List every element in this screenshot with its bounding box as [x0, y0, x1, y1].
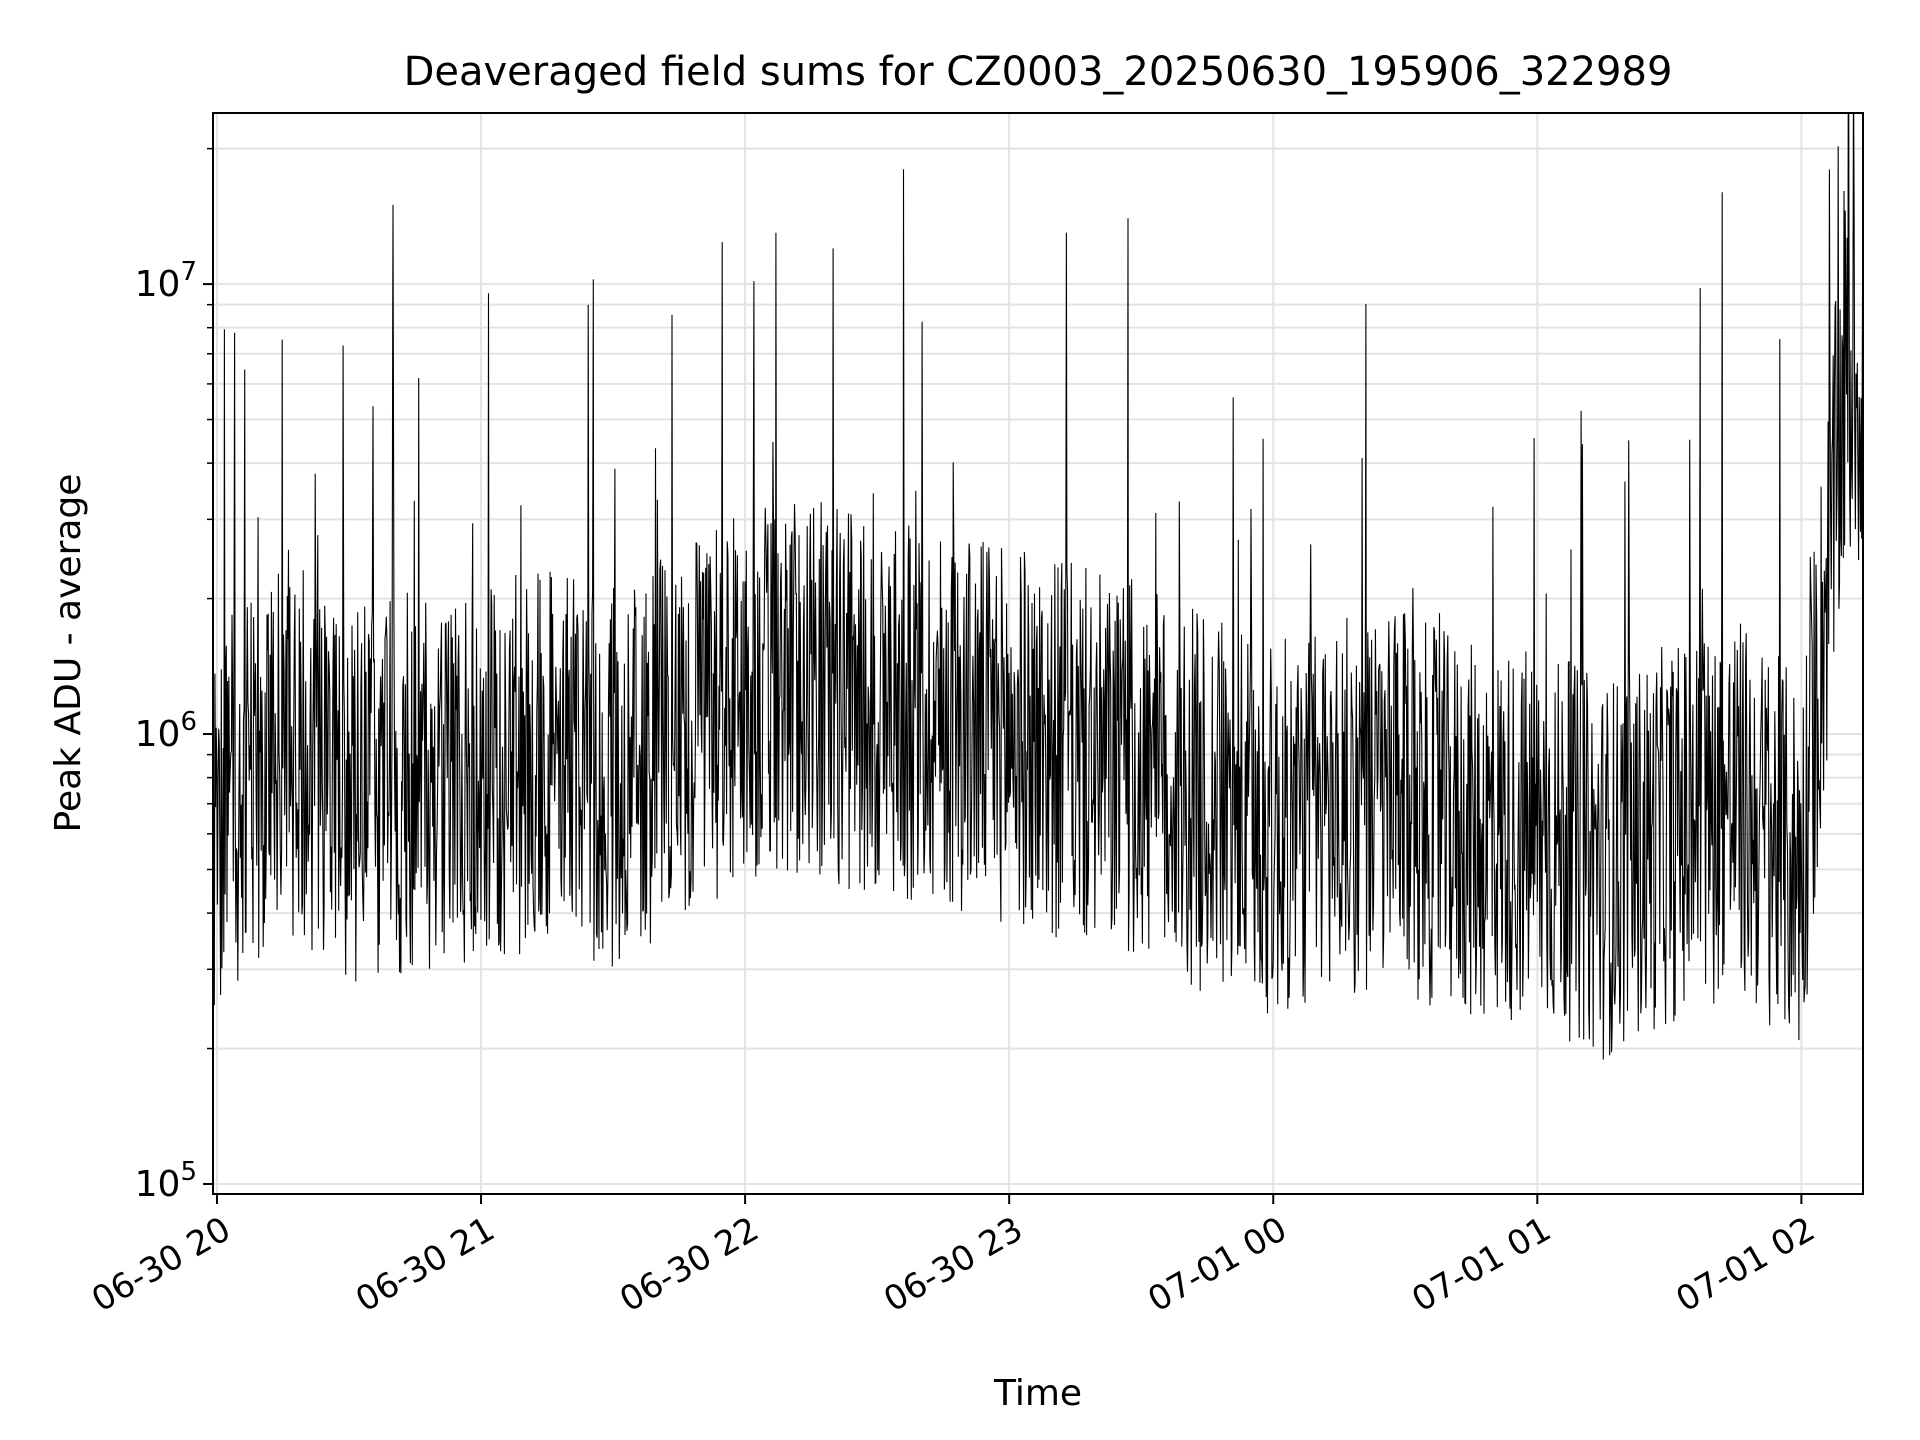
x-tick-label: 06-30 23 [877, 1209, 1029, 1320]
series-line [213, 113, 1863, 1060]
y-tick-label: 105 [135, 1157, 197, 1205]
y-axis: 105 106 107 [135, 147, 213, 1205]
grid-layer [213, 113, 1863, 1194]
x-axis: 06-30 20 06-30 21 06-30 22 06-30 23 07-01 00… [85, 1194, 1822, 1320]
x-tick-label: 06-30 21 [349, 1209, 501, 1320]
x-tick-label: 07-01 01 [1405, 1209, 1557, 1320]
plot-area [213, 113, 1863, 1060]
x-tick-label: 07-01 00 [1141, 1209, 1293, 1320]
x-axis-label: Time [993, 1373, 1082, 1414]
plot-frame [212, 112, 1864, 1195]
x-tick-label: 07-01 02 [1669, 1209, 1821, 1320]
x-tick-label: 06-30 20 [85, 1209, 237, 1320]
x-tick-label: 06-30 22 [613, 1209, 765, 1320]
y-tick-label: 107 [135, 257, 197, 305]
chart-title: Deaveraged field sums for CZ0003_2025063… [404, 49, 1673, 95]
y-tick-label: 106 [135, 707, 197, 755]
y-axis-label: Peak ADU - average [48, 474, 89, 833]
